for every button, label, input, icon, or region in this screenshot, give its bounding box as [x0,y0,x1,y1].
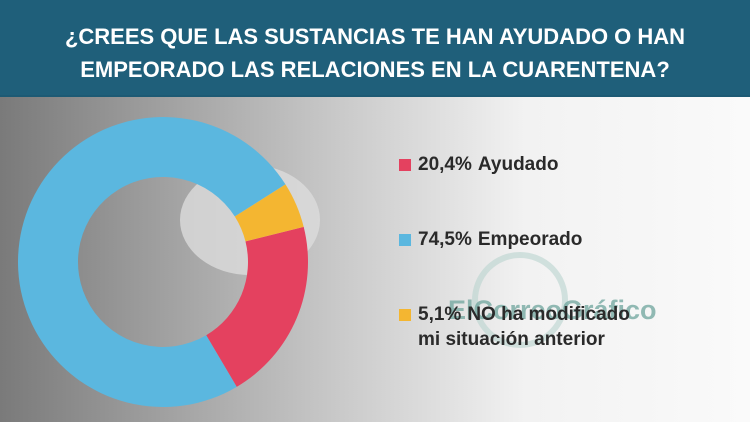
legend-category: mi situación anterior [418,329,605,350]
legend-label: 20,4% Ayudado [418,154,558,175]
donut-segment [234,184,304,242]
legend-category: Empeorado [478,229,583,250]
legend-swatch [399,309,411,321]
donut-segment [17,117,286,408]
legend-category: NO ha modificado [467,304,630,325]
band-edge [0,95,750,97]
value-label: 5,1% [418,304,461,325]
legend-swatch [399,234,411,246]
watermark: ElCorreoGráfico [448,295,657,325]
chart-title: EMPEORADO LAS RELACIONES EN LA CUARENTEN… [80,57,670,82]
donut-segment [206,226,308,387]
title-band [0,0,750,95]
legend-swatch [399,159,411,171]
value-label: 20,4% [418,154,472,175]
chart-title: ¿CREES QUE LAS SUSTANCIAS TE HAN AYUDADO… [65,24,685,49]
watermark-logo [472,252,568,348]
legend-label: 74,5% Empeorado [418,229,582,250]
legend-category: Ayudado [478,154,559,175]
legend-label: 5,1% NO ha modificado [418,304,630,325]
value-label: 74,5% [418,229,472,250]
